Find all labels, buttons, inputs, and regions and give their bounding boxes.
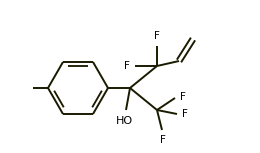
Text: F: F xyxy=(154,31,160,41)
Text: F: F xyxy=(180,92,186,102)
Text: HO: HO xyxy=(115,116,133,126)
Text: F: F xyxy=(182,109,188,119)
Text: F: F xyxy=(160,135,166,145)
Text: F: F xyxy=(124,61,130,71)
